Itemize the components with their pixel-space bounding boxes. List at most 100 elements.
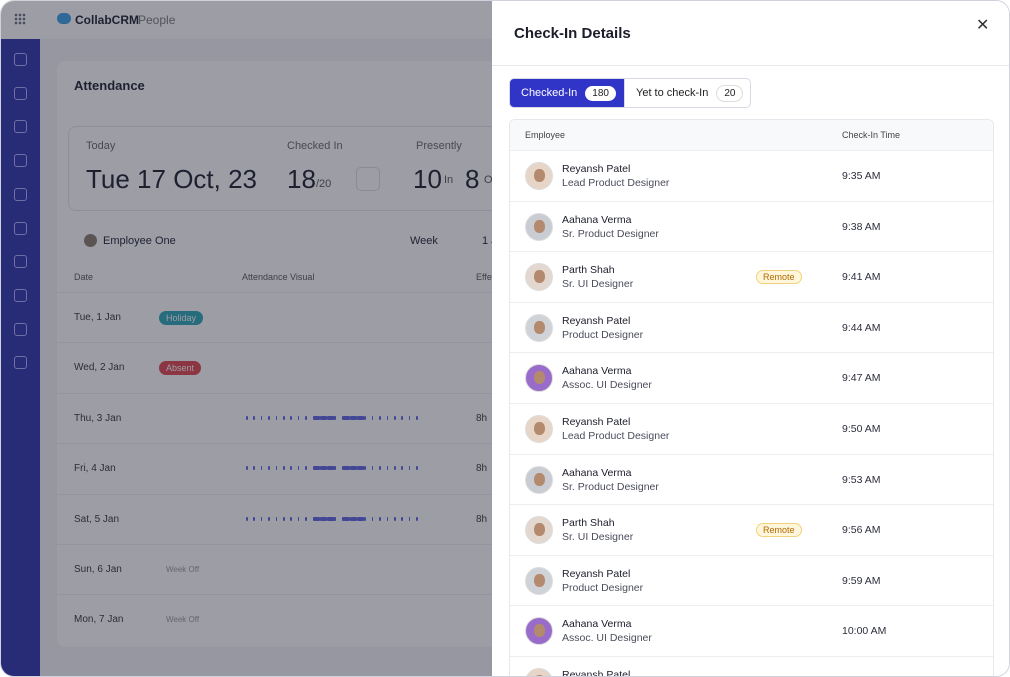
visual-bar — [357, 516, 365, 521]
hours: 8h — [476, 412, 488, 424]
stat-value: 8 — [465, 164, 480, 194]
employee-role: Product Designer — [562, 328, 644, 341]
visual-bar — [297, 516, 300, 521]
visual-bar — [283, 466, 285, 471]
visual-bar — [371, 466, 374, 471]
nav-icon[interactable] — [14, 221, 27, 235]
employee-filter[interactable]: Employee One — [103, 235, 176, 247]
employee-row[interactable]: Aahana Verma Assoc. UI Designer 9:47 AM — [510, 352, 993, 403]
visual-bar — [386, 466, 389, 471]
employee-row[interactable]: Parth Shah Sr. UI Designer Remote 9:41 AM — [510, 251, 993, 302]
period-filter[interactable]: Week — [410, 235, 438, 247]
visual-bar — [364, 516, 366, 521]
employee-name: Reyansh Patel — [562, 567, 631, 580]
visual-bar — [394, 466, 396, 471]
employee-name: Aahana Verma — [562, 618, 632, 631]
nav-icon[interactable] — [14, 53, 27, 66]
visual-bar — [268, 466, 270, 471]
nav-icon[interactable] — [14, 288, 27, 302]
checkin-time: 9:53 AM — [842, 473, 881, 486]
checkin-time: 9:41 AM — [842, 271, 881, 284]
visual-bar — [268, 516, 270, 521]
visual-bar — [357, 466, 365, 471]
sidebar — [1, 39, 40, 676]
avatar — [525, 313, 553, 342]
visual-bar — [371, 516, 374, 521]
avatar-face — [534, 573, 545, 587]
date: Fri, 4 Jan — [74, 463, 116, 475]
employee-name: Reyansh Patel — [562, 314, 631, 327]
nav-icon[interactable] — [14, 86, 27, 100]
employee-row[interactable]: Reyansh Patel Product Designer 9:59 AM — [510, 554, 993, 606]
employee-row[interactable]: Reyansh Patel Product Designer 9:44 AM — [510, 301, 993, 353]
visual-bar — [401, 516, 403, 521]
visual-bar — [246, 415, 248, 420]
row-divider — [57, 544, 492, 545]
apps-icon[interactable] — [14, 13, 26, 25]
employee-name: Reyansh Patel — [562, 163, 631, 175]
close-button[interactable]: ✕ — [976, 17, 990, 34]
nav-icon[interactable] — [14, 322, 27, 336]
visual-bar — [379, 415, 381, 420]
visual-bar — [290, 466, 292, 471]
nav-icon[interactable] — [14, 154, 27, 168]
employee-row[interactable]: Reyansh Patel Lead Product Designer 9:50 A… — [510, 403, 993, 454]
visual-bar — [386, 415, 389, 420]
tab[interactable]: Checked-In 180 — [509, 78, 625, 108]
nav-icon[interactable] — [14, 187, 27, 201]
avatar-face — [534, 675, 545, 676]
panel-title: Check-In Details — [514, 25, 631, 42]
employee-name: Reyansh Patel — [562, 416, 631, 428]
visual-bar — [312, 516, 320, 521]
avatar-face — [534, 472, 545, 486]
checkin-time: 9:38 AM — [842, 220, 881, 233]
visual-bar — [312, 466, 320, 471]
avatar-face — [534, 523, 545, 537]
employee-role: Lead Product Designer — [562, 177, 670, 189]
tab[interactable]: Yet to check-In 20 — [624, 78, 751, 108]
visual-bar — [364, 466, 366, 471]
row-divider — [57, 594, 492, 596]
visual-bar — [386, 516, 389, 521]
app-section: People — [138, 13, 176, 27]
employee-row[interactable]: Aahana Verma Sr. Product Designer 9:38 AM — [510, 200, 993, 252]
visual-bar — [290, 516, 292, 521]
employee-row[interactable]: Reyansh Patel — [510, 656, 993, 676]
nav-icon[interactable] — [14, 356, 27, 370]
nav-icon[interactable] — [14, 120, 27, 134]
employee-row[interactable]: Reyansh Patel Lead Product Designer 9:35 A… — [510, 150, 993, 201]
eye-button[interactable] — [356, 167, 380, 191]
visual-bar — [342, 415, 350, 420]
avatar — [525, 415, 553, 443]
visual-bar — [327, 466, 335, 471]
visual-bar — [416, 466, 418, 471]
visual-bar — [305, 466, 307, 471]
avatar-face — [534, 422, 545, 435]
avatar — [525, 364, 553, 393]
employee-row[interactable]: Parth Shah Sr. UI Designer Remote 9:56 AM — [510, 504, 993, 555]
checkin-time: 9:47 AM — [842, 372, 881, 385]
visual-bar — [401, 415, 403, 420]
visual-bar — [371, 415, 374, 420]
nav-icon[interactable] — [14, 255, 27, 269]
avatar — [525, 263, 553, 292]
date: Tue, 1 Jan — [74, 312, 121, 323]
overlay[interactable] — [1, 1, 492, 676]
employee-row[interactable]: Aahana Verma Assoc. UI Designer 10:00 AM — [510, 605, 993, 656]
tab-count: 180 — [585, 85, 616, 101]
checkin-time: 10:00 AM — [842, 625, 887, 638]
visual-bar — [283, 516, 285, 521]
visual-bar — [364, 415, 366, 420]
visual-bar — [275, 415, 278, 420]
stat-value: 10 — [413, 164, 442, 194]
status-badge: Holiday — [159, 311, 204, 325]
visual-bar — [246, 516, 248, 521]
status-badge: Absent — [159, 361, 202, 376]
employee-row[interactable]: Aahana Verma Sr. Product Designer 9:53 AM — [510, 453, 993, 505]
visual-bar — [305, 516, 307, 521]
avatar — [525, 162, 553, 190]
avatar — [525, 516, 553, 545]
day-note: Week Off — [166, 565, 200, 574]
employee-name: Parth Shah — [562, 517, 615, 530]
